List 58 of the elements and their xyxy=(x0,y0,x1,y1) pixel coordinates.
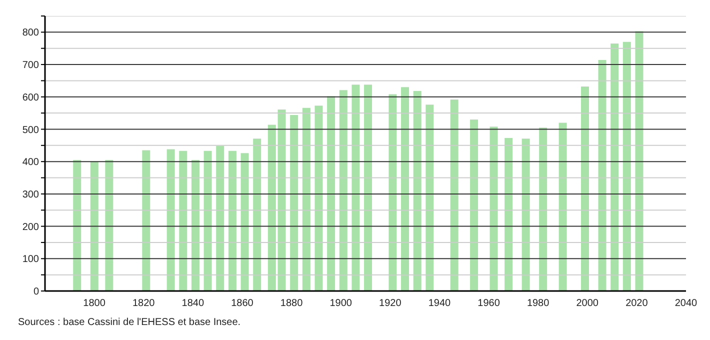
bar xyxy=(388,94,397,291)
bar xyxy=(580,86,589,291)
bar xyxy=(302,108,310,291)
bar xyxy=(191,160,200,291)
bar xyxy=(90,162,98,291)
bar xyxy=(504,138,513,291)
bar xyxy=(470,120,478,291)
x-tick-label: 1800 xyxy=(83,298,106,310)
x-tick-label: 1840 xyxy=(182,298,204,310)
bar xyxy=(339,90,348,291)
y-tick-label: 400 xyxy=(22,157,40,168)
bar xyxy=(401,87,410,291)
x-tick-label: 1860 xyxy=(231,298,254,310)
y-tick-label: 300 xyxy=(22,189,40,200)
bar xyxy=(314,106,323,291)
bar xyxy=(635,31,644,291)
x-tick-label: 1980 xyxy=(526,298,550,310)
y-tick-label: 600 xyxy=(22,92,40,104)
x-tick-label: 1920 xyxy=(379,298,402,310)
bar xyxy=(240,153,249,291)
bar xyxy=(558,122,567,291)
source-note: Sources : base Cassini de l'EHESS et base Insee. xyxy=(18,317,242,328)
y-tick-label: 700 xyxy=(22,60,40,72)
bar xyxy=(413,91,422,291)
bar xyxy=(327,96,336,291)
x-tick-label: 1880 xyxy=(280,298,304,310)
y-tick-label: 500 xyxy=(22,124,40,136)
bar xyxy=(490,126,498,291)
x-tick-label: 1960 xyxy=(478,298,500,310)
x-tick-label: 2020 xyxy=(626,298,648,310)
bar xyxy=(142,150,150,291)
bar xyxy=(228,150,236,291)
bar xyxy=(522,138,530,291)
bar xyxy=(610,44,619,291)
bar xyxy=(204,150,212,291)
bar xyxy=(539,128,548,291)
bar xyxy=(105,160,114,291)
bar xyxy=(622,42,631,291)
x-tick-label: 1900 xyxy=(330,298,352,310)
x-tick-label: 2000 xyxy=(576,298,599,310)
bar xyxy=(598,60,606,291)
y-tick-label: 0 xyxy=(33,286,40,298)
bar xyxy=(426,104,434,291)
bar xyxy=(364,84,372,291)
x-tick-label: 1940 xyxy=(428,298,452,310)
bar xyxy=(179,150,188,291)
bar xyxy=(166,149,175,291)
y-tick-label: 800 xyxy=(22,28,40,39)
x-tick-label: 1820 xyxy=(132,298,156,310)
bar xyxy=(73,160,82,291)
bar xyxy=(216,146,224,291)
y-tick-label: 100 xyxy=(22,254,40,266)
x-tick-label: 2040 xyxy=(674,298,698,310)
bar xyxy=(253,138,262,291)
bar xyxy=(290,115,298,291)
y-tick-label: 200 xyxy=(22,222,40,233)
bar xyxy=(352,84,360,291)
bar xyxy=(450,99,458,291)
